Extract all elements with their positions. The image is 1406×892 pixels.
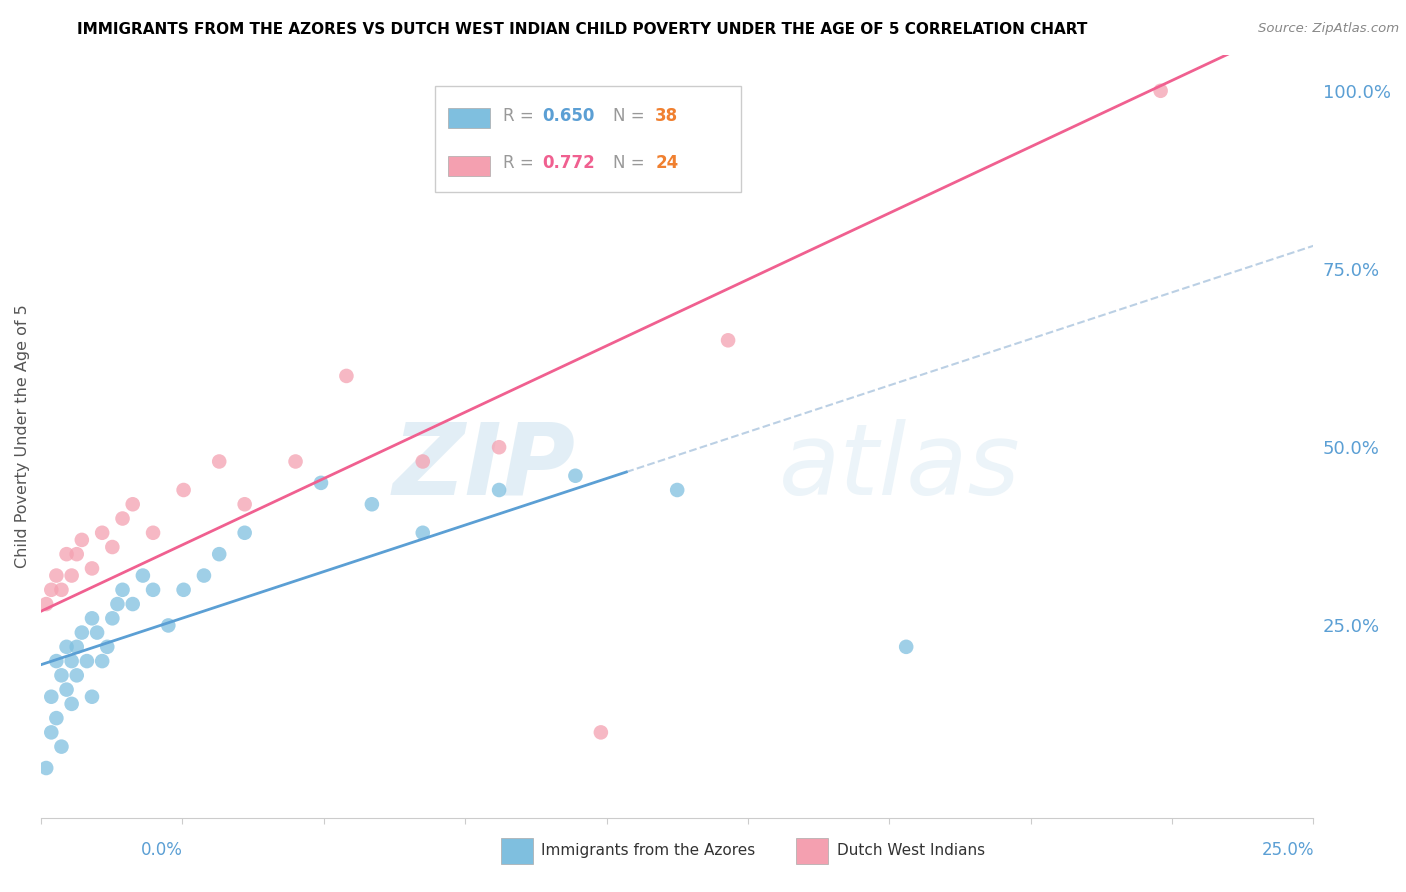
Point: [488, 440, 510, 454]
Point: [208, 547, 231, 561]
Point: [111, 511, 134, 525]
Point: [66, 640, 89, 654]
Text: 25.0%: 25.0%: [1263, 841, 1315, 859]
Point: [55, 640, 77, 654]
Point: [896, 640, 918, 654]
Text: 0.0%: 0.0%: [141, 841, 183, 859]
Point: [284, 454, 307, 468]
Point: [70, 533, 93, 547]
Point: [55, 682, 77, 697]
Point: [60, 568, 83, 582]
Point: [142, 525, 165, 540]
Point: [101, 611, 124, 625]
Point: [39, 690, 62, 704]
Text: atlas: atlas: [779, 418, 1021, 516]
Point: [111, 582, 134, 597]
Point: [589, 725, 612, 739]
Point: [35, 761, 58, 775]
Point: [91, 525, 114, 540]
Point: [60, 654, 83, 668]
Point: [35, 597, 58, 611]
Point: [193, 568, 215, 582]
Point: [717, 333, 740, 347]
Point: [121, 597, 143, 611]
Point: [173, 582, 195, 597]
Text: IMMIGRANTS FROM THE AZORES VS DUTCH WEST INDIAN CHILD POVERTY UNDER THE AGE OF 5: IMMIGRANTS FROM THE AZORES VS DUTCH WEST…: [77, 22, 1088, 37]
Point: [45, 568, 67, 582]
Point: [80, 611, 103, 625]
Point: [412, 454, 434, 468]
Point: [360, 497, 382, 511]
Point: [80, 690, 103, 704]
Y-axis label: Child Poverty Under the Age of 5: Child Poverty Under the Age of 5: [15, 305, 30, 568]
Point: [39, 582, 62, 597]
Text: Source: ZipAtlas.com: Source: ZipAtlas.com: [1258, 22, 1399, 36]
Text: Dutch West Indians: Dutch West Indians: [837, 843, 984, 857]
Point: [101, 540, 124, 554]
Point: [66, 547, 89, 561]
Text: ZIP: ZIP: [392, 418, 575, 516]
Point: [233, 525, 256, 540]
Point: [51, 668, 73, 682]
Point: [96, 640, 118, 654]
Point: [107, 597, 129, 611]
Point: [76, 654, 98, 668]
Point: [60, 697, 83, 711]
Point: [66, 668, 89, 682]
Point: [132, 568, 155, 582]
Point: [157, 618, 180, 632]
Point: [121, 497, 143, 511]
Point: [45, 654, 67, 668]
Point: [142, 582, 165, 597]
Point: [51, 739, 73, 754]
Point: [335, 368, 357, 383]
Point: [51, 582, 73, 597]
Point: [173, 483, 195, 497]
Point: [488, 483, 510, 497]
Point: [55, 547, 77, 561]
Point: [80, 561, 103, 575]
Point: [91, 654, 114, 668]
Point: [1149, 84, 1171, 98]
Point: [86, 625, 108, 640]
Point: [412, 525, 434, 540]
Point: [39, 725, 62, 739]
Point: [233, 497, 256, 511]
Point: [309, 475, 332, 490]
Text: Immigrants from the Azores: Immigrants from the Azores: [541, 843, 755, 857]
Point: [45, 711, 67, 725]
Point: [564, 468, 586, 483]
Point: [70, 625, 93, 640]
Point: [666, 483, 689, 497]
Point: [208, 454, 231, 468]
